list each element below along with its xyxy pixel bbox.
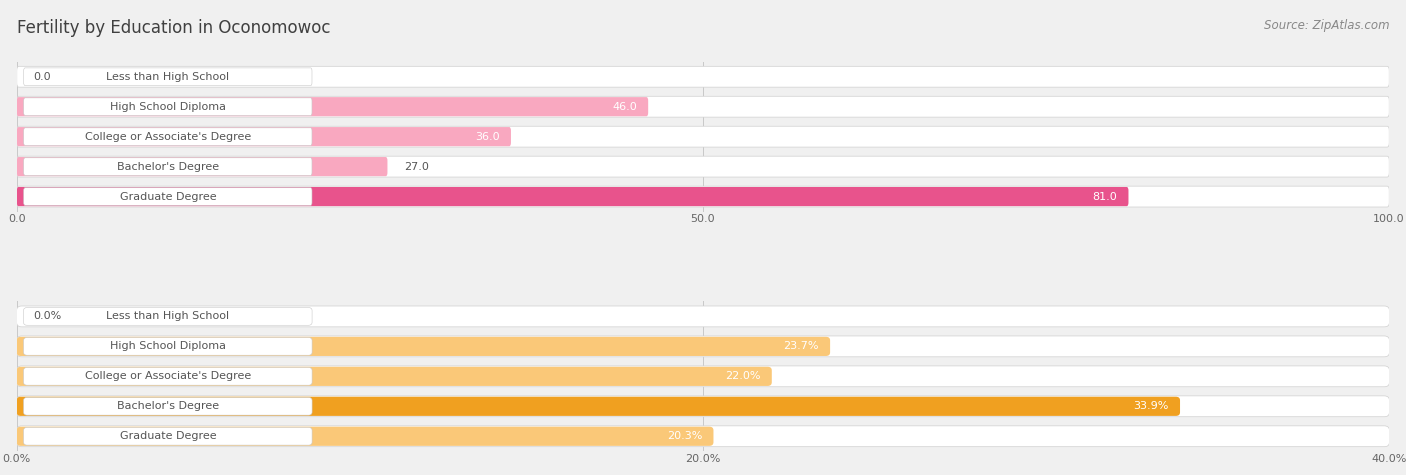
FancyBboxPatch shape bbox=[17, 187, 1129, 206]
Text: College or Associate's Degree: College or Associate's Degree bbox=[84, 371, 250, 381]
FancyBboxPatch shape bbox=[17, 337, 830, 356]
FancyBboxPatch shape bbox=[17, 427, 713, 446]
FancyBboxPatch shape bbox=[24, 68, 312, 86]
FancyBboxPatch shape bbox=[17, 366, 1389, 387]
FancyBboxPatch shape bbox=[24, 398, 312, 415]
FancyBboxPatch shape bbox=[24, 308, 312, 325]
Text: Less than High School: Less than High School bbox=[107, 72, 229, 82]
FancyBboxPatch shape bbox=[17, 397, 1180, 416]
FancyBboxPatch shape bbox=[17, 396, 1389, 417]
Text: 0.0%: 0.0% bbox=[34, 312, 62, 322]
FancyBboxPatch shape bbox=[17, 367, 772, 386]
FancyBboxPatch shape bbox=[24, 128, 312, 145]
Text: 22.0%: 22.0% bbox=[725, 371, 761, 381]
Text: College or Associate's Degree: College or Associate's Degree bbox=[84, 132, 250, 142]
Text: Fertility by Education in Oconomowoc: Fertility by Education in Oconomowoc bbox=[17, 19, 330, 37]
Text: 46.0: 46.0 bbox=[613, 102, 637, 112]
Text: Source: ZipAtlas.com: Source: ZipAtlas.com bbox=[1264, 19, 1389, 32]
Text: Bachelor's Degree: Bachelor's Degree bbox=[117, 401, 219, 411]
FancyBboxPatch shape bbox=[17, 156, 1389, 177]
FancyBboxPatch shape bbox=[17, 127, 510, 146]
FancyBboxPatch shape bbox=[24, 158, 312, 175]
Text: High School Diploma: High School Diploma bbox=[110, 102, 226, 112]
FancyBboxPatch shape bbox=[17, 336, 1389, 357]
Text: 33.9%: 33.9% bbox=[1133, 401, 1168, 411]
FancyBboxPatch shape bbox=[17, 306, 1389, 327]
FancyBboxPatch shape bbox=[24, 368, 312, 385]
Text: Graduate Degree: Graduate Degree bbox=[120, 191, 217, 201]
FancyBboxPatch shape bbox=[17, 157, 388, 176]
Text: Bachelor's Degree: Bachelor's Degree bbox=[117, 162, 219, 171]
Text: Less than High School: Less than High School bbox=[107, 312, 229, 322]
Text: 23.7%: 23.7% bbox=[783, 342, 818, 352]
Text: Graduate Degree: Graduate Degree bbox=[120, 431, 217, 441]
Text: 0.0: 0.0 bbox=[34, 72, 51, 82]
FancyBboxPatch shape bbox=[24, 188, 312, 205]
FancyBboxPatch shape bbox=[17, 426, 1389, 446]
Text: 36.0: 36.0 bbox=[475, 132, 501, 142]
FancyBboxPatch shape bbox=[17, 186, 1389, 207]
Text: High School Diploma: High School Diploma bbox=[110, 342, 226, 352]
FancyBboxPatch shape bbox=[24, 338, 312, 355]
FancyBboxPatch shape bbox=[17, 126, 1389, 147]
FancyBboxPatch shape bbox=[17, 66, 1389, 87]
FancyBboxPatch shape bbox=[17, 96, 1389, 117]
Text: 20.3%: 20.3% bbox=[666, 431, 703, 441]
Text: 27.0: 27.0 bbox=[404, 162, 429, 171]
FancyBboxPatch shape bbox=[24, 98, 312, 115]
FancyBboxPatch shape bbox=[24, 428, 312, 445]
FancyBboxPatch shape bbox=[17, 97, 648, 116]
Text: 81.0: 81.0 bbox=[1092, 191, 1118, 201]
